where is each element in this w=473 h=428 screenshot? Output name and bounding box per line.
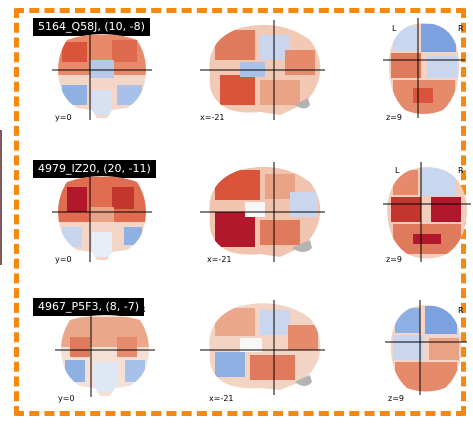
- row-1-axial-coord: z=9: [386, 113, 402, 122]
- row-2-right-mark: R: [458, 166, 464, 175]
- row-1-coronal-coord: y=0: [55, 113, 72, 122]
- row-3-sagittal-coord: x=-21: [209, 394, 234, 403]
- row-2-sagittal-coord: x=-21: [207, 255, 232, 264]
- row-1-right-mark: R: [458, 24, 464, 33]
- row-1-coronal-slice: [52, 30, 152, 120]
- row-3-right-mark: R: [458, 306, 464, 315]
- row-2-coronal-coord: y=0: [55, 255, 72, 264]
- row-3-axial-slice: [385, 300, 467, 395]
- row-2-title: 4979_IZ20, (20, -11): [33, 160, 156, 178]
- row-2-sagittal-slice: [200, 162, 325, 262]
- row-2-axial-coord: z=9: [386, 255, 402, 264]
- row-1-sagittal-slice: [200, 20, 325, 120]
- row-1-title: 5164_Q58J, (10, -8): [33, 18, 150, 36]
- row-2-coronal-slice: [52, 172, 152, 262]
- row-3-sagittal-slice: [200, 300, 325, 395]
- row-2-left-mark: L: [395, 166, 400, 175]
- row-1-axial-slice: [383, 18, 465, 118]
- row-1-sagittal-coord: x=-21: [200, 113, 225, 122]
- row-3-axial-coord: z=9: [388, 394, 404, 403]
- row-2-axial-slice: [383, 162, 471, 262]
- row-3-coronal-right-mark: R: [140, 305, 146, 314]
- row-3-coronal-slice: [55, 312, 155, 397]
- row-3-title: 4967_P5F3, (8, -7): [33, 298, 144, 316]
- left-edge-marker: [0, 130, 2, 265]
- row-3-coronal-coord: y=0: [58, 394, 75, 403]
- row-1-left-mark: L: [392, 24, 397, 33]
